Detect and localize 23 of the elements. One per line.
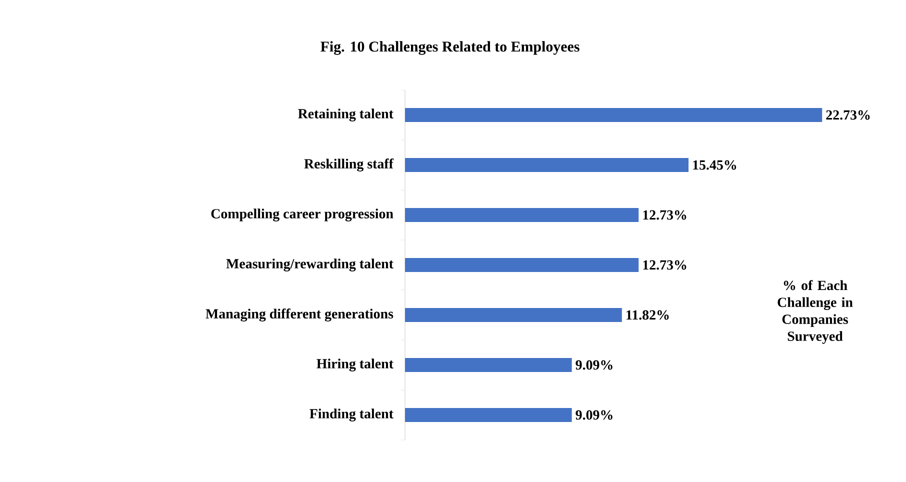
bar: [405, 408, 572, 422]
y-tick-label: Reskilling staff: [304, 158, 394, 172]
data-label: 9.09%: [576, 360, 612, 370]
bar: [405, 108, 822, 122]
data-label: 9.09%: [576, 410, 612, 420]
bar: [405, 158, 689, 172]
y-tick-label: Managing different generations: [206, 308, 394, 322]
bar: [405, 208, 639, 222]
chart-title: Fig. 10 Challenges Related to Employees: [320, 41, 580, 55]
data-label: 11.82%: [626, 310, 669, 320]
data-label: 12.73%: [643, 260, 686, 270]
bar: [405, 358, 572, 372]
data-label: 22.73%: [826, 110, 870, 120]
y-tick-label: Finding talent: [310, 408, 394, 422]
data-label: 12.73%: [643, 210, 686, 220]
bar: [405, 258, 639, 272]
y-tick-label: Measuring/rewarding talent: [226, 258, 394, 272]
y-tick-label: Hiring talent: [316, 358, 394, 372]
data-label: 15.45%: [693, 160, 736, 170]
annotation: % of Each Challenge in Companies Surveyed: [778, 280, 853, 344]
bar: [405, 308, 622, 322]
y-tick-label: Compelling career progression: [211, 208, 394, 222]
y-tick-label: Retaining talent: [298, 108, 394, 122]
